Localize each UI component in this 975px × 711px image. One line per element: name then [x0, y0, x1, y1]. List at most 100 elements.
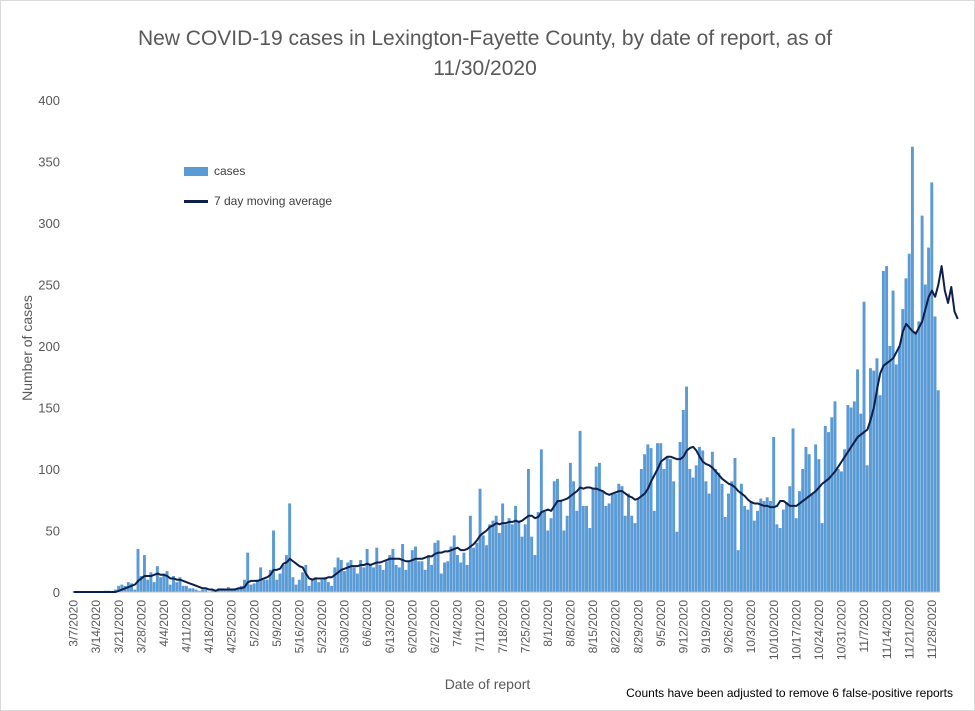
bar-cases	[168, 584, 172, 592]
legend-label-moving-average: 7 day moving average	[214, 194, 333, 208]
legend-cases: cases	[184, 164, 245, 178]
bar-cases	[543, 512, 547, 592]
bar-cases	[794, 518, 798, 592]
bar-cases	[291, 577, 295, 592]
bar-cases	[130, 583, 134, 592]
bar-cases	[262, 579, 266, 592]
bar-cases	[694, 465, 698, 592]
x-tick-label: 5/23/2020	[315, 600, 329, 654]
bar-cases	[630, 515, 634, 592]
bar-cases	[730, 481, 734, 592]
bar-cases	[581, 505, 585, 592]
bar-cases	[139, 576, 143, 592]
bar-cases	[330, 585, 334, 592]
bar-cases	[914, 331, 918, 592]
bar-cases	[594, 466, 598, 592]
x-tick-label: 4/11/2020	[180, 600, 194, 653]
bar-cases	[798, 491, 801, 592]
x-tick-label: 6/13/2020	[383, 600, 397, 654]
bar-cases	[133, 589, 137, 592]
bar-cases	[517, 520, 521, 592]
x-tick-label: 3/21/2020	[112, 600, 126, 654]
bar-cases	[659, 443, 663, 592]
bar-cases	[401, 544, 405, 592]
bar-cases	[859, 413, 863, 592]
bar-cases	[810, 493, 814, 592]
bar-cases	[614, 493, 618, 592]
bar-cases	[872, 370, 876, 592]
bar-cases	[391, 548, 395, 592]
x-tick-label: 11/21/2020	[902, 600, 916, 659]
bar-cases	[885, 266, 889, 592]
bar-cases	[252, 583, 256, 592]
x-tick-label: 8/29/2020	[631, 600, 645, 654]
bar-cases	[510, 524, 514, 592]
bar-cases	[417, 561, 421, 592]
x-tick-label: 3/14/2020	[89, 600, 103, 654]
x-tick-label: 4/18/2020	[202, 600, 216, 654]
y-tick-label: 250	[38, 278, 60, 293]
bar-cases	[933, 316, 937, 592]
bar-cases	[210, 590, 214, 592]
bar-cases	[485, 545, 488, 592]
y-tick-label: 0	[53, 585, 60, 600]
bar-cases	[762, 500, 766, 592]
bar-cases	[288, 503, 292, 592]
bar-cases	[749, 500, 753, 592]
bar-cases	[562, 530, 566, 592]
bar-cases	[643, 454, 647, 592]
bar-cases	[533, 555, 537, 592]
bar-cases	[462, 552, 466, 592]
bar-cases	[117, 585, 121, 592]
bar-cases	[152, 582, 156, 592]
bar-cases	[862, 301, 866, 592]
bar-cases	[281, 564, 285, 592]
x-tick-label: 10/24/2020	[812, 600, 826, 660]
bar-cases	[591, 488, 595, 592]
bar-cases	[304, 564, 308, 592]
bar-cases	[820, 523, 824, 592]
bar-cases	[572, 481, 576, 592]
bar-cases	[333, 567, 337, 592]
x-tick-label: 9/5/2020	[654, 600, 668, 647]
bar-cases	[439, 573, 443, 592]
bar-cases	[530, 536, 534, 592]
bar-cases	[917, 321, 921, 592]
bar-cases	[585, 505, 588, 592]
bar-cases	[497, 532, 501, 592]
bar-cases	[610, 493, 614, 592]
y-tick-label: 400	[38, 93, 60, 108]
bar-cases	[568, 462, 572, 592]
bar-cases	[707, 493, 711, 592]
bar-cases	[927, 247, 931, 592]
bar-cases	[472, 547, 476, 592]
bar-cases	[930, 182, 934, 592]
bar-cases	[407, 561, 411, 592]
x-tick-label: 10/3/2020	[744, 600, 758, 654]
bar-cases	[268, 569, 272, 592]
bar-cases	[317, 582, 321, 592]
bar-cases	[578, 430, 582, 592]
legend-label-cases: cases	[214, 164, 246, 178]
bar-cases	[181, 585, 185, 592]
bar-cases	[691, 477, 695, 592]
bar-cases	[775, 524, 779, 592]
x-tick-label: 6/6/2020	[360, 600, 374, 647]
y-tick-label: 350	[38, 155, 60, 170]
bar-cases	[452, 535, 456, 592]
bar-cases	[714, 469, 718, 592]
x-tick-label: 10/10/2020	[767, 600, 781, 660]
bar-cases	[923, 284, 927, 592]
bar-cases	[236, 588, 240, 592]
bar-cases	[552, 481, 556, 592]
bar-cases	[404, 569, 408, 592]
bar-cases	[433, 542, 437, 592]
bar-cases	[349, 560, 353, 592]
bar-cases	[275, 579, 279, 592]
bar-cases	[294, 584, 298, 592]
bar-cases	[255, 579, 259, 592]
bar-cases	[491, 520, 495, 592]
bar-cases	[823, 425, 827, 592]
y-tick-label: 150	[38, 401, 60, 416]
x-tick-label: 7/4/2020	[451, 600, 465, 647]
